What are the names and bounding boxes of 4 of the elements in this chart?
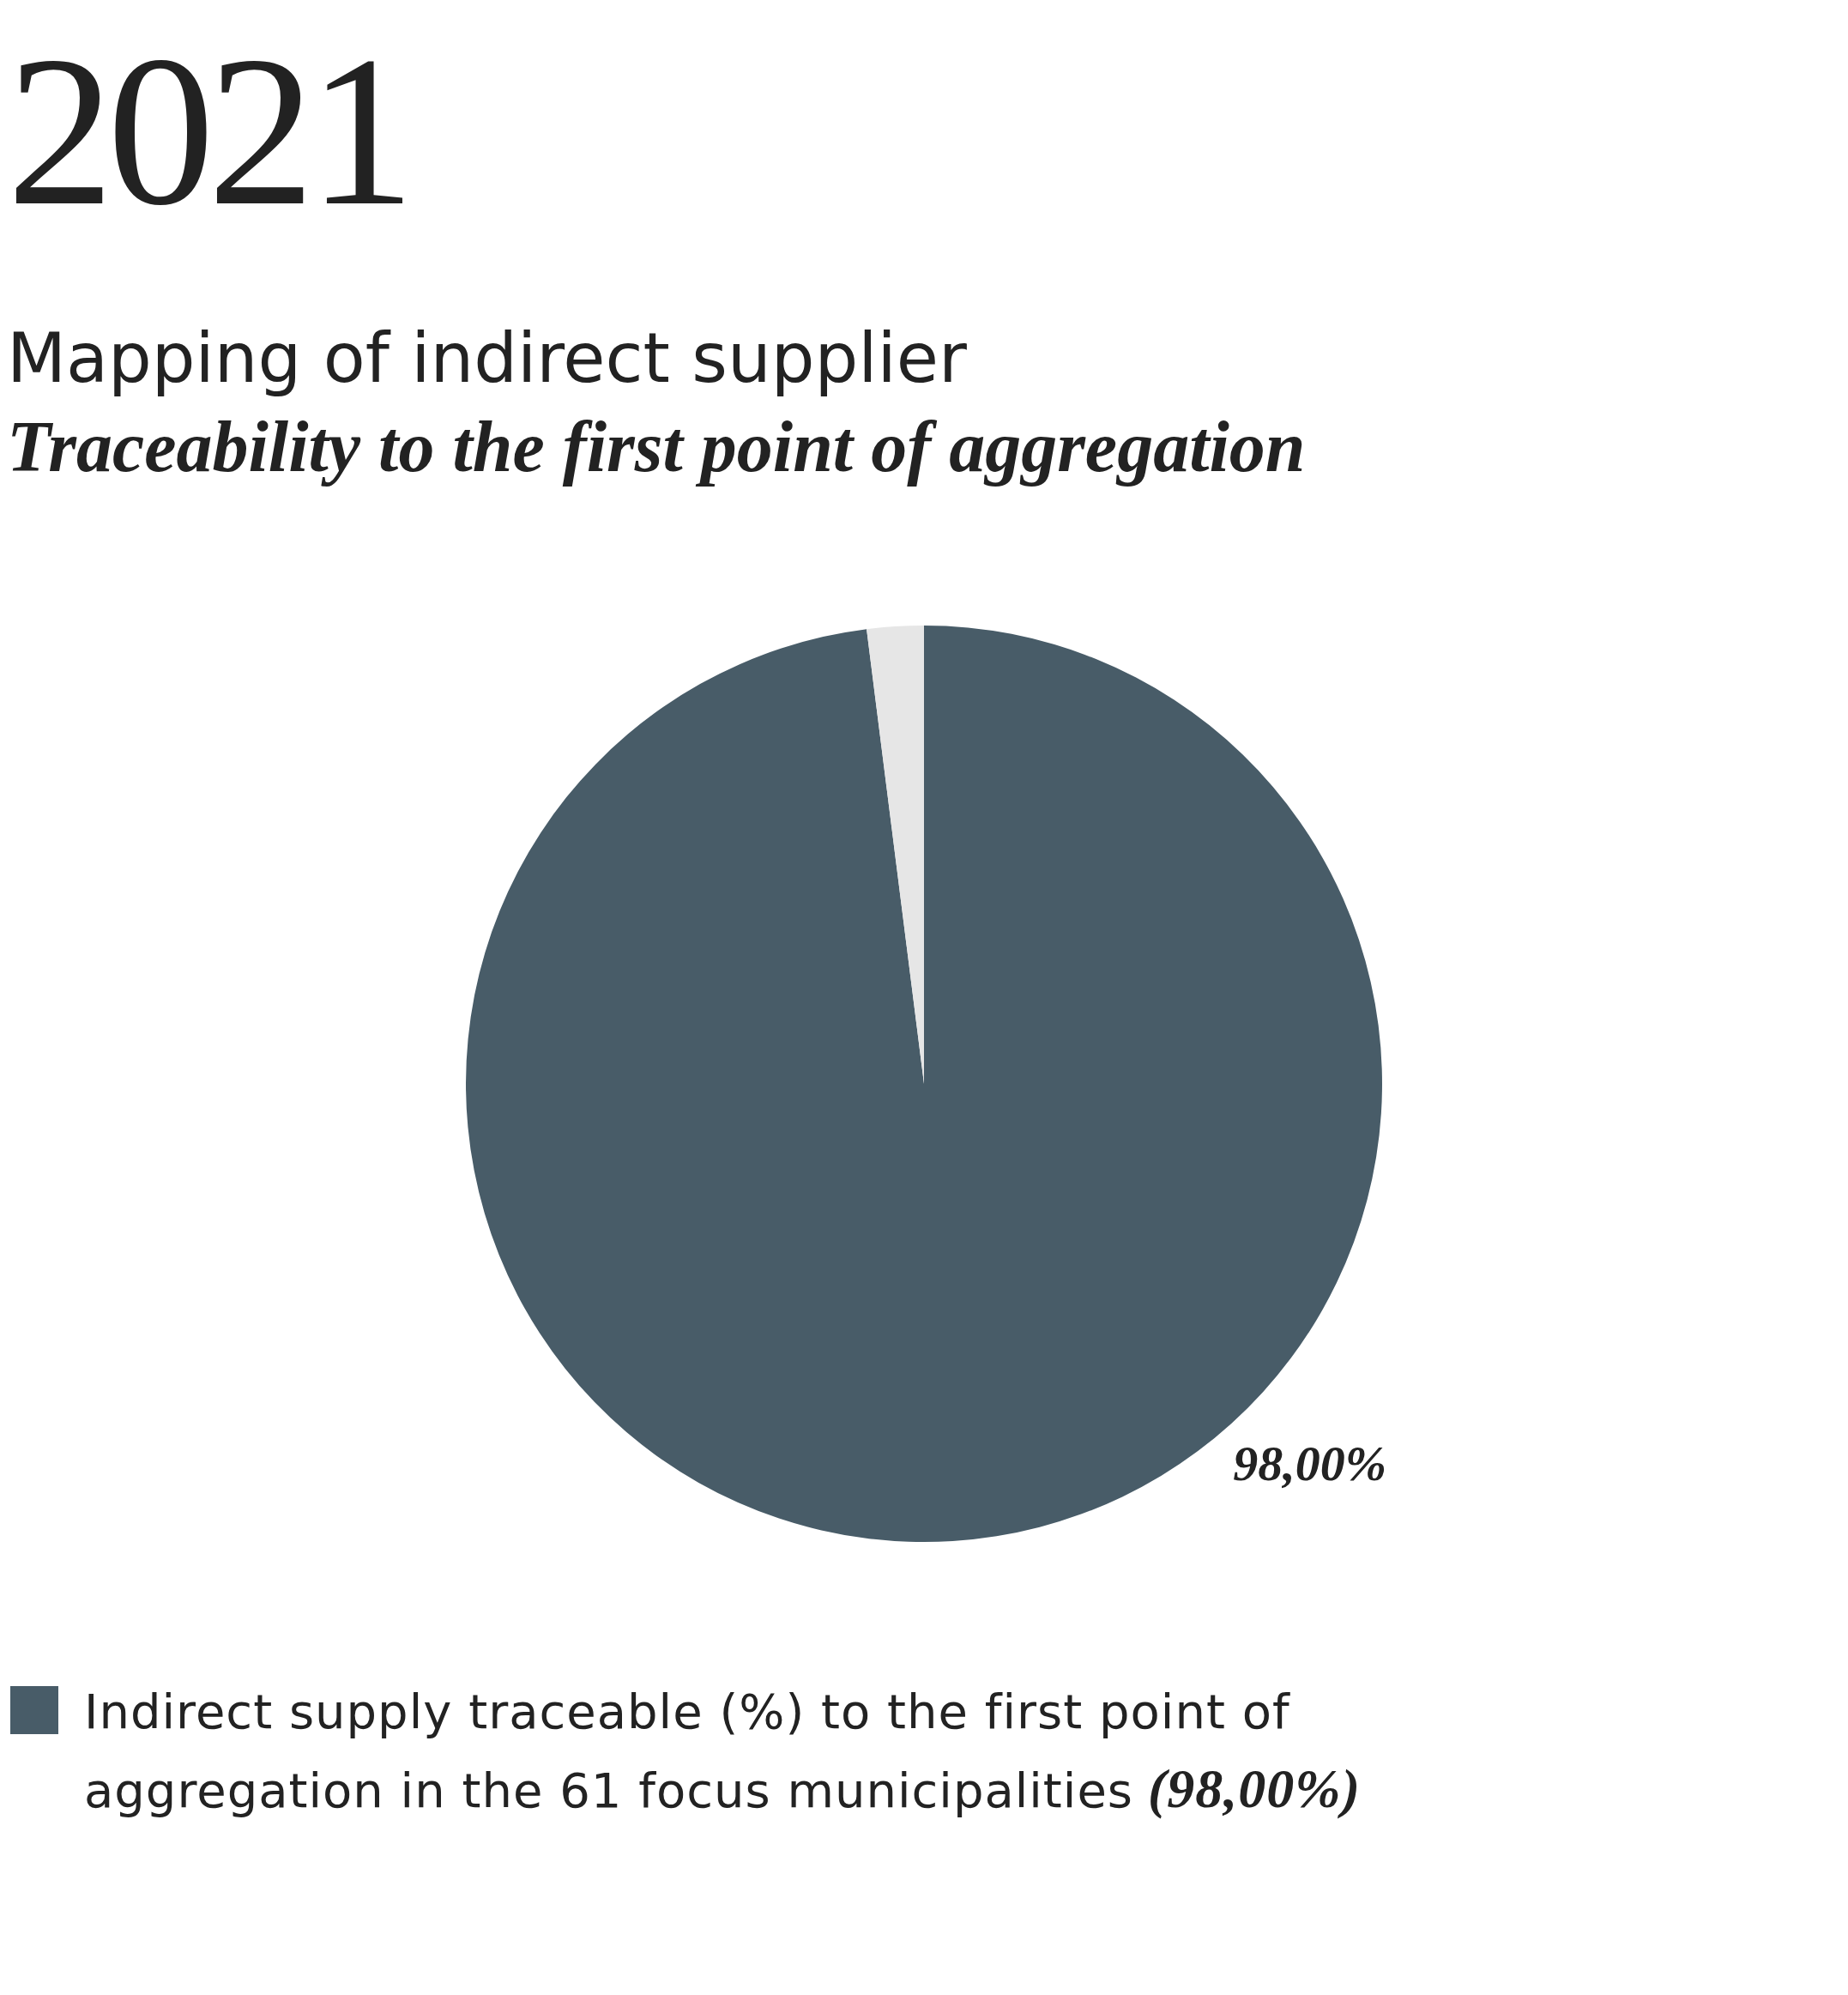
legend-label: Indirect supply traceable (%) to the first point of aggregation in the 61 focus municipalities (98,00%) xyxy=(84,1683,1362,1821)
data-label: 98,00% xyxy=(1233,1435,1387,1491)
chart-subtitle: Mapping of indirect supplier Traceability to the first point of aggregation xyxy=(7,317,1307,488)
chart-title: 2021 xyxy=(7,11,409,250)
